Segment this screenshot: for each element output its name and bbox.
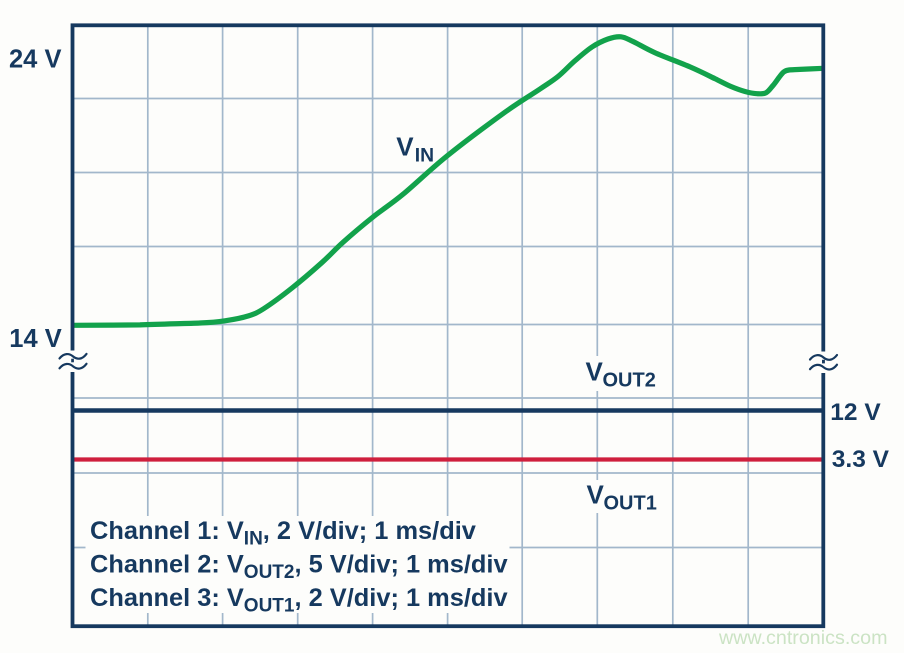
svg-text:Channel 3: VOUT1, 2 V/div; 1 m: Channel 3: VOUT1, 2 V/div; 1 ms/div [90,584,508,617]
svg-text:V: V [587,479,605,509]
svg-text:OUT1: OUT1 [604,493,657,515]
svg-text:24 V: 24 V [9,46,61,74]
svg-text:V: V [586,356,604,386]
svg-text:Channel 1: VIN, 2 V/div; 1 ms/: Channel 1: VIN, 2 V/div; 1 ms/div [90,517,477,550]
svg-text:3.3 V: 3.3 V [832,446,890,473]
svg-text:12 V: 12 V [830,399,881,426]
svg-text:IN: IN [415,145,434,166]
svg-text:V: V [396,132,414,162]
svg-text:14 V: 14 V [9,325,61,353]
svg-text:Channel 2: VOUT2, 5 V/div; 1 m: Channel 2: VOUT2, 5 V/div; 1 ms/div [90,551,508,584]
svg-text:www.cntronics.com: www.cntronics.com [718,627,887,649]
svg-text:OUT2: OUT2 [603,370,656,392]
